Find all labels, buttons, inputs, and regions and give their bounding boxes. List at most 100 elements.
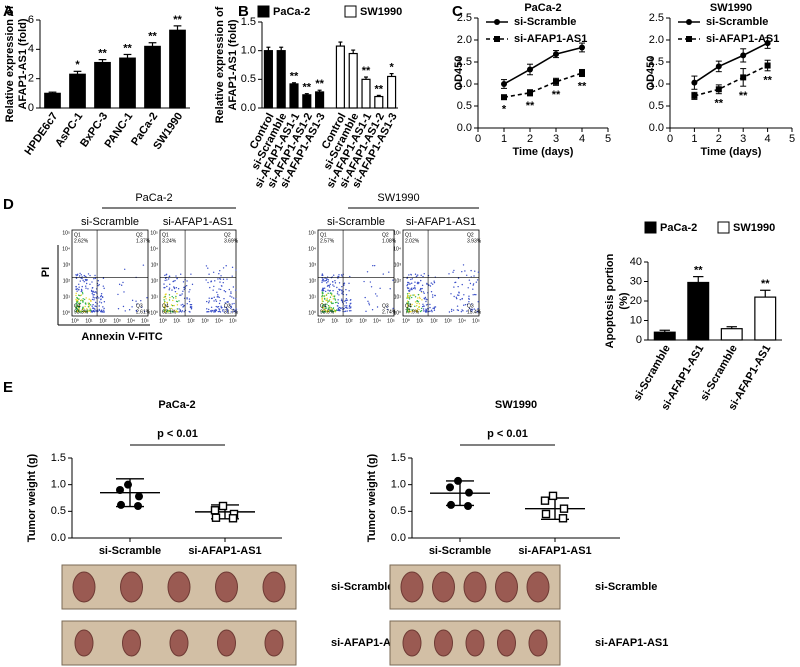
event-dot: [82, 300, 84, 302]
event-dot: [75, 285, 77, 288]
event-dot: [189, 303, 192, 306]
event-dot: [75, 277, 78, 279]
event-dot: [75, 288, 78, 291]
event-dot: [80, 294, 82, 296]
event-dot: [135, 309, 138, 312]
event-dot: [79, 302, 82, 305]
event-dot: [143, 310, 146, 313]
event-dot: [420, 310, 423, 312]
event-dot: [423, 273, 425, 275]
legend-marker: [494, 19, 500, 25]
event-dot: [169, 307, 171, 310]
event-dot: [338, 282, 341, 284]
event-dot: [344, 300, 346, 302]
x-tick-label: 10²: [187, 318, 195, 324]
x-tick-label: 10³: [201, 318, 209, 324]
event-dot: [231, 275, 233, 277]
event-dot: [131, 306, 133, 308]
y-tick-label: 10²: [151, 278, 159, 284]
event-dot: [422, 303, 424, 305]
event-dot: [336, 286, 338, 289]
y-tick-label: 10⁴: [62, 246, 70, 252]
x-tick-label: 10³: [113, 318, 121, 324]
significance-label: *: [75, 59, 80, 71]
event-dot: [469, 282, 472, 285]
event-dot: [180, 273, 182, 275]
event-dot: [85, 303, 87, 305]
quadrant-name: Q4: [320, 303, 327, 309]
event-dot: [235, 309, 237, 312]
x-tick-label: si-AFAP1-AS1: [518, 545, 591, 557]
point: [446, 483, 454, 492]
tumor: [74, 629, 94, 657]
event-dot: [75, 298, 77, 301]
y-tick-label: 0.5: [241, 73, 256, 85]
event-dot: [224, 291, 227, 293]
chart-title: PaCa-2: [158, 399, 195, 411]
event-dot: [331, 293, 333, 295]
event-dot: [75, 311, 77, 313]
bar: [169, 29, 186, 109]
event-dot: [88, 302, 90, 305]
event-dot: [218, 310, 221, 313]
event-dot: [432, 307, 434, 309]
event-dot: [170, 304, 173, 306]
event-dot: [164, 296, 166, 298]
event-dot: [406, 283, 409, 286]
event-dot: [458, 291, 460, 293]
event-dot: [321, 281, 323, 284]
event-dot: [221, 310, 224, 312]
tumor: [122, 629, 141, 657]
event-dot: [321, 298, 323, 300]
event-dot: [140, 306, 143, 308]
event-dot: [392, 307, 394, 310]
tumor: [465, 629, 485, 657]
event-dot: [411, 310, 414, 312]
x-tick-label: 1: [501, 133, 507, 145]
y-tick-label: 0.0: [51, 532, 66, 544]
event-dot: [87, 273, 90, 275]
event-dot: [336, 293, 339, 295]
event-dot: [325, 293, 328, 296]
x-tick-label: 0: [667, 133, 673, 145]
event-dot: [450, 308, 453, 311]
legend-label: SW1990: [360, 6, 402, 18]
event-dot: [420, 274, 422, 277]
event-dot: [412, 294, 414, 296]
event-dot: [421, 299, 423, 301]
quadrant-name: Q4: [405, 303, 412, 309]
y-tick-label: 10⁴: [393, 246, 401, 252]
bar: [754, 296, 777, 341]
y-tick-label: 10⁵: [393, 230, 401, 236]
event-dot: [409, 303, 411, 305]
event-dot: [408, 308, 410, 310]
event-dot: [91, 305, 93, 307]
event-dot: [213, 285, 215, 288]
event-dot: [84, 311, 86, 313]
event-dot: [218, 272, 220, 275]
event-dot: [334, 299, 337, 301]
event-dot: [341, 292, 343, 295]
x-axis-label: Time (days): [513, 146, 574, 158]
event-dot: [325, 299, 327, 302]
event-dot: [337, 277, 339, 279]
event-dot: [182, 290, 184, 293]
event-dot: [90, 300, 92, 302]
event-dot: [457, 285, 459, 288]
event-dot: [459, 298, 461, 301]
event-dot: [78, 305, 81, 307]
event-dot: [472, 284, 474, 286]
event-dot: [216, 291, 218, 293]
event-dot: [91, 281, 93, 283]
event-dot: [163, 299, 165, 301]
y-tick-label: 20: [630, 295, 642, 307]
event-dot: [102, 277, 105, 279]
tumor: [495, 571, 518, 603]
event-dot: [324, 305, 326, 307]
significance-label: **: [362, 65, 371, 77]
quadrant-name: Q3: [467, 303, 474, 309]
y-tick-label: 1.0: [241, 45, 256, 57]
event-dot: [176, 304, 179, 306]
y-axis-label: Apoptosis portion: [604, 253, 616, 348]
event-dot: [97, 279, 99, 282]
